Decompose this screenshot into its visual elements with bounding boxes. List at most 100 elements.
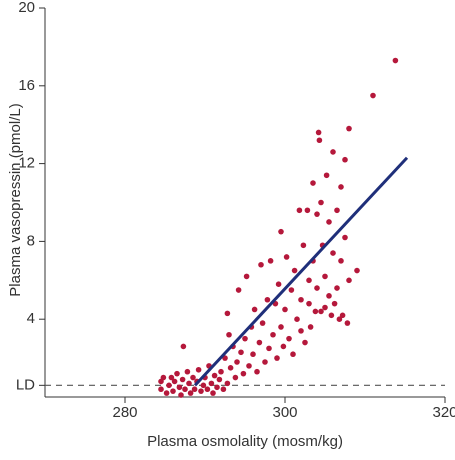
data-point [258, 261, 264, 268]
data-point [334, 207, 340, 214]
data-point [254, 368, 260, 375]
data-point [275, 281, 282, 287]
data-point [270, 331, 276, 338]
data-point [168, 374, 175, 381]
data-point [316, 137, 323, 144]
data-point [283, 254, 290, 260]
data-point [322, 304, 328, 311]
data-point [322, 273, 328, 280]
data-point [264, 296, 271, 303]
data-point [290, 351, 296, 358]
data-point [306, 277, 312, 284]
data-point [330, 149, 336, 155]
data-point [160, 374, 167, 381]
y-axis-label: Plasma vasopressin (pmol/L) [7, 103, 24, 296]
data-point [323, 172, 330, 179]
data-point [251, 306, 258, 313]
data-point [179, 376, 186, 383]
data-point [334, 285, 340, 291]
data-point [314, 211, 320, 217]
data-point [310, 180, 316, 186]
data-point [326, 293, 332, 299]
data-point [182, 386, 188, 393]
data-point [184, 368, 191, 375]
data-point [246, 363, 252, 369]
data-point [302, 339, 308, 346]
data-point [180, 343, 187, 350]
x-axis-label: Plasma osmolality (mosm/kg) [147, 433, 343, 450]
data-point [238, 349, 244, 356]
y-tick-label: 12 [18, 155, 35, 172]
data-point [370, 92, 376, 99]
data-point [278, 228, 284, 235]
y-tick-label: LD [16, 376, 35, 393]
data-point [278, 324, 284, 330]
data-point [190, 374, 196, 381]
data-point [291, 267, 298, 274]
data-point [166, 382, 172, 389]
data-point [344, 320, 351, 326]
data-point [298, 328, 304, 334]
data-point [174, 370, 180, 377]
data-point [216, 376, 223, 383]
data-point [312, 308, 319, 315]
data-point [214, 384, 220, 391]
data-point [224, 380, 231, 387]
data-point [266, 345, 272, 352]
data-point [346, 125, 352, 132]
data-point [243, 273, 250, 280]
data-point [294, 316, 300, 323]
data-point [170, 388, 176, 394]
data-point [298, 296, 304, 303]
data-point [300, 242, 307, 249]
data-point [208, 380, 215, 387]
data-point [210, 390, 216, 396]
data-point [195, 366, 202, 373]
data-point [204, 386, 211, 393]
x-tick-label: 320 [432, 404, 455, 421]
data-point [274, 355, 280, 361]
data-point [163, 390, 170, 396]
data-point [326, 219, 332, 225]
data-point [318, 199, 324, 206]
data-point [328, 312, 335, 319]
data-point [342, 156, 348, 163]
data-point [211, 372, 218, 379]
data-point [338, 258, 344, 264]
data-point [250, 351, 256, 358]
data-point [171, 378, 178, 385]
regression-line [193, 156, 409, 387]
data-point [288, 287, 295, 293]
data-point [280, 343, 287, 350]
data-point [354, 267, 360, 274]
data-point [267, 258, 274, 264]
data-point [346, 277, 352, 284]
data-point [339, 312, 346, 319]
x-tick-label: 300 [272, 404, 297, 421]
data-point [282, 306, 288, 313]
data-point [342, 234, 348, 241]
data-point [296, 207, 303, 214]
data-point [338, 184, 344, 190]
data-point [336, 316, 343, 323]
data-point [256, 339, 263, 346]
data-point [286, 335, 292, 342]
data-point [331, 300, 338, 307]
data-point [200, 382, 207, 389]
data-point [242, 335, 248, 342]
data-point [232, 374, 239, 381]
data-point [307, 324, 314, 330]
data-point [186, 380, 192, 387]
data-point [315, 129, 322, 136]
data-point [304, 207, 311, 214]
data-point [158, 386, 164, 393]
data-point [306, 300, 312, 307]
data-point [218, 368, 224, 375]
data-point [262, 359, 268, 365]
y-tick-label: 8 [27, 232, 35, 249]
data-point [392, 57, 399, 64]
data-point [176, 384, 183, 391]
data-point [220, 386, 227, 393]
data-point [330, 250, 336, 256]
